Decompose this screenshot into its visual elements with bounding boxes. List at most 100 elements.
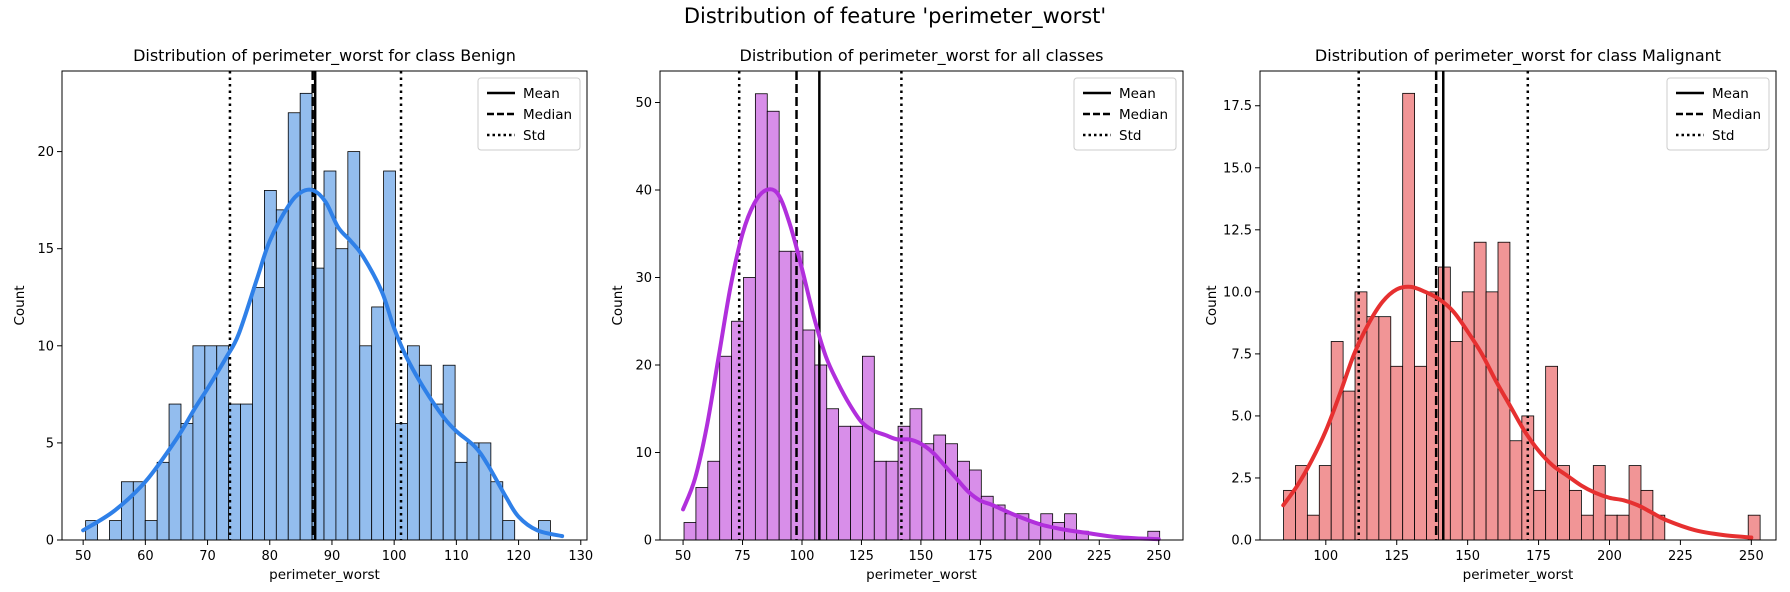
y-tick-label: 5 <box>46 436 54 451</box>
histogram-bar <box>778 250 792 541</box>
y-tick-label: 10 <box>37 339 54 354</box>
histogram-bar <box>1414 365 1427 541</box>
legend-label-mean: Mean <box>523 86 560 102</box>
histogram-bar <box>969 469 982 541</box>
histogram-bar <box>1378 316 1392 541</box>
histogram-bar <box>240 403 253 541</box>
y-axis-label: Count <box>610 285 626 325</box>
histogram-bar <box>1473 241 1487 541</box>
histogram-bar <box>754 93 768 541</box>
histogram-bar <box>1064 513 1077 541</box>
histogram-bar <box>1449 341 1463 541</box>
histogram-bar <box>719 355 732 541</box>
kde-curve <box>81 187 565 539</box>
y-tick-label: 20 <box>635 359 652 374</box>
y-tick-label: 17.5 <box>1223 99 1252 114</box>
histogram-bar <box>1318 465 1332 541</box>
histogram-bar <box>371 306 384 541</box>
subplot-1: 50 60 70 80 90 100 110 120 130 0 5 10 15 20 Distributi… <box>12 46 593 583</box>
histogram-bar <box>335 248 349 541</box>
x-tick-label: 200 <box>1027 549 1052 564</box>
x-tick-label: 150 <box>908 549 933 564</box>
subplot-3: 100 125 150 175 200 225 250 0.0 2.5 5.0 7.5 10.0 12.… <box>1204 46 1777 583</box>
histogram-bar <box>383 170 396 541</box>
x-axis-label: perimeter_worst <box>866 567 977 583</box>
histogram-bar <box>957 460 970 541</box>
histogram-bar <box>347 151 361 541</box>
y-tick-label: 15 <box>37 242 54 257</box>
legend: Mean Median Std <box>477 77 581 151</box>
legend-label-std: Std <box>523 128 545 144</box>
histogram-bar <box>695 487 709 541</box>
y-axis-label: Count <box>12 285 28 325</box>
kde-curve <box>1281 284 1754 540</box>
histogram-bar <box>826 408 840 541</box>
legend-box <box>1666 77 1770 151</box>
histogram-bar <box>1485 291 1499 541</box>
legend-label-mean: Mean <box>1712 86 1749 102</box>
histogram-bar <box>885 460 899 541</box>
histogram-bar <box>1604 514 1618 541</box>
x-tick-label: 120 <box>506 549 531 564</box>
histogram-bar <box>1640 489 1654 541</box>
histogram-bars <box>1283 92 1761 541</box>
x-tick-label: 125 <box>849 549 874 564</box>
histogram-bar <box>933 434 947 541</box>
x-tick-label: 130 <box>568 549 593 564</box>
histogram-bar <box>144 520 158 541</box>
x-axis-label: perimeter_worst <box>269 567 380 583</box>
x-tick-label: 175 <box>1526 549 1551 564</box>
histogram-bar <box>1616 514 1630 541</box>
histogram-bar <box>252 287 265 541</box>
y-tick-label: 20 <box>37 145 54 160</box>
histogram-bar <box>502 520 516 541</box>
y-tick-label: 0 <box>644 534 652 549</box>
histogram-bar <box>731 320 744 541</box>
histogram-bar <box>109 520 122 541</box>
subplot-2: 50 75 100 125 150 175 200 225 250 0 10 20 30 40 50 Dist… <box>610 46 1184 583</box>
subplot-title: Distribution of perimeter_worst for clas… <box>1315 46 1721 66</box>
histogram-bar <box>1581 514 1594 541</box>
x-tick-label: 80 <box>261 549 278 564</box>
y-tick-label: 15.0 <box>1223 161 1252 176</box>
histogram-bar <box>1342 390 1356 541</box>
y-tick-label: 7.5 <box>1231 347 1252 362</box>
x-axis-label: perimeter_worst <box>1463 567 1574 583</box>
histogram-bar <box>850 425 863 541</box>
histogram-bar <box>707 460 721 541</box>
subplot-title: Distribution of perimeter_worst for all … <box>740 46 1104 66</box>
histogram-bar <box>192 345 206 541</box>
histogram-bar <box>873 460 887 541</box>
x-tick-label: 90 <box>324 549 341 564</box>
x-tick-label: 125 <box>1384 549 1409 564</box>
y-tick-label: 50 <box>635 96 652 111</box>
histogram-bar <box>1569 489 1582 541</box>
x-tick-label: 225 <box>1668 549 1693 564</box>
y-tick-label: 10 <box>635 446 652 461</box>
x-tick-label: 100 <box>790 549 815 564</box>
axes-frame <box>61 70 588 541</box>
x-tick-label: 100 <box>1313 549 1338 564</box>
y-tick-label: 40 <box>635 184 652 199</box>
x-tick-label: 110 <box>444 549 469 564</box>
subplot-title: Distribution of perimeter_worst for clas… <box>133 46 516 66</box>
legend-box <box>477 77 581 151</box>
histogram-bar <box>323 170 337 541</box>
histogram-bar <box>120 481 134 541</box>
x-tick-label: 50 <box>75 549 92 564</box>
y-tick-label: 0 <box>46 534 54 549</box>
legend-label-std: Std <box>1119 128 1141 144</box>
x-tick-label: 150 <box>1455 549 1480 564</box>
x-tick-label: 60 <box>137 549 154 564</box>
histogram-bar <box>299 92 313 541</box>
y-tick-label: 2.5 <box>1231 471 1252 486</box>
histogram-bar <box>359 345 373 541</box>
x-tick-label: 175 <box>968 549 993 564</box>
histogram-bar <box>156 461 170 541</box>
y-axis-label: Count <box>1204 285 1220 325</box>
histogram-bar <box>180 423 194 541</box>
histogram-bar <box>454 461 468 541</box>
histogram-bar <box>275 209 289 541</box>
